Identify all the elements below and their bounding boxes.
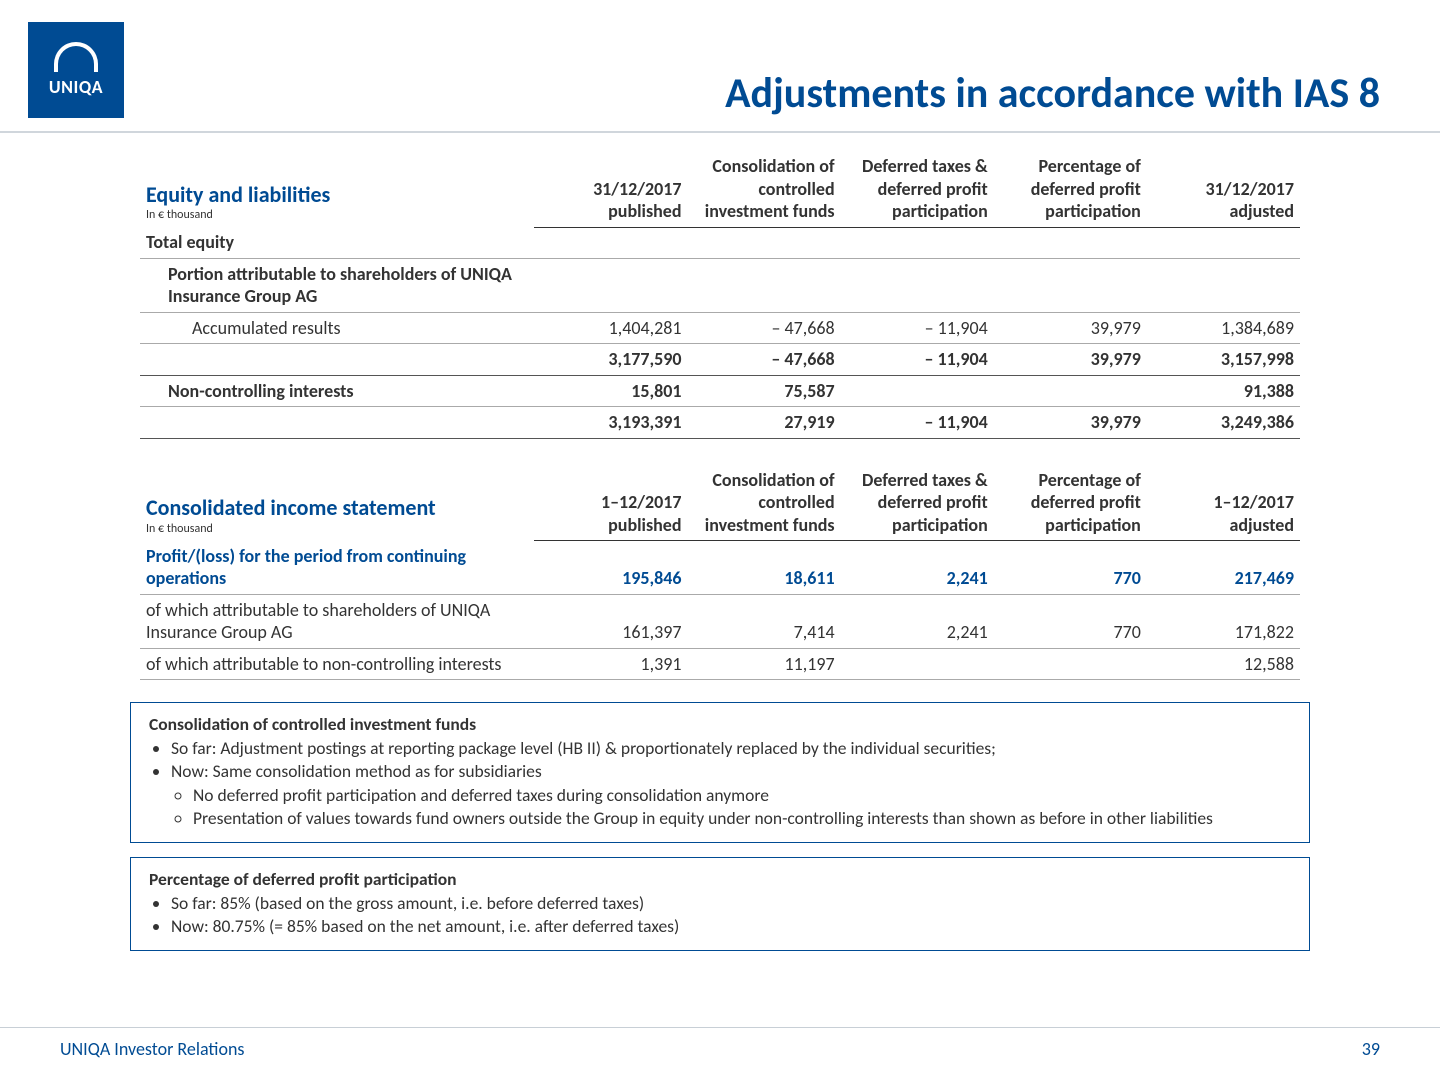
table2-header-1: Consolidation of controlled investment f… (688, 465, 841, 541)
table-row: 3,193,39127,919– 11,90439,9793,249,386 (140, 407, 1300, 439)
box1-list: So far: Adjustment postings at reporting… (149, 737, 1291, 829)
table2-header-0: 1–12/2017 published (534, 465, 687, 541)
table-row: Accumulated results1,404,281– 47,668– 11… (140, 312, 1300, 344)
table2-header-2: Deferred taxes & deferred profit partici… (841, 465, 994, 541)
row-value: 195,846 (534, 541, 687, 595)
page-title: Adjustments in accordance with IAS 8 (124, 68, 1380, 119)
row-label: Portion attributable to shareholders of … (140, 258, 534, 312)
table1-header-2: Deferred taxes & deferred profit partici… (841, 151, 994, 227)
row-value: – 11,904 (841, 312, 994, 344)
income-statement-table: Consolidated income statement In € thous… (140, 465, 1300, 681)
row-value: 770 (994, 594, 1147, 648)
table1-header-1: Consolidation of controlled investment f… (688, 151, 841, 227)
box2-item: So far: 85% (based on the gross amount, … (171, 892, 1291, 914)
row-value: – 11,904 (841, 344, 994, 376)
row-value (994, 227, 1147, 258)
row-value: 39,979 (994, 344, 1147, 376)
row-value (534, 227, 687, 258)
logo-ring-icon (54, 42, 98, 72)
row-label (140, 407, 534, 439)
row-value: 3,157,998 (1147, 344, 1300, 376)
box1-subitem: Presentation of values towards fund owne… (193, 807, 1291, 829)
row-label: Accumulated results (140, 312, 534, 344)
row-label: Non-controlling interests (140, 375, 534, 407)
table1-header-4: 31/12/2017 adjusted (1147, 151, 1300, 227)
row-value: 1,391 (534, 648, 687, 680)
logo-text: UNIQA (49, 76, 103, 98)
row-value (994, 375, 1147, 407)
row-value: – 47,668 (688, 344, 841, 376)
row-value: 39,979 (994, 312, 1147, 344)
row-label: of which attributable to shareholders of… (140, 594, 534, 648)
row-value: 12,588 (1147, 648, 1300, 680)
row-value: 2,241 (841, 541, 994, 595)
row-value (688, 258, 841, 312)
row-value (841, 375, 994, 407)
row-value (994, 648, 1147, 680)
table1-header-0: 31/12/2017 published (534, 151, 687, 227)
box2-item: Now: 80.75% (= 85% based on the net amou… (171, 915, 1291, 937)
row-value (841, 227, 994, 258)
info-box-consolidation: Consolidation of controlled investment f… (130, 702, 1310, 843)
row-value: 171,822 (1147, 594, 1300, 648)
row-value: 27,919 (688, 407, 841, 439)
table-row: of which attributable to non-controlling… (140, 648, 1300, 680)
row-value: 2,241 (841, 594, 994, 648)
row-value: 39,979 (994, 407, 1147, 439)
box2-title: Percentage of deferred profit participat… (149, 868, 1291, 890)
brand-logo: UNIQA (28, 22, 124, 118)
row-value: 3,193,391 (534, 407, 687, 439)
table-row: of which attributable to shareholders of… (140, 594, 1300, 648)
row-value: 217,469 (1147, 541, 1300, 595)
row-value (994, 258, 1147, 312)
row-value: 770 (994, 541, 1147, 595)
row-value (1147, 258, 1300, 312)
info-box-percentage: Percentage of deferred profit participat… (130, 857, 1310, 951)
box1-title: Consolidation of controlled investment f… (149, 713, 1291, 735)
row-value: 1,384,689 (1147, 312, 1300, 344)
table-row: Portion attributable to shareholders of … (140, 258, 1300, 312)
table-row: Total equity (140, 227, 1300, 258)
table2-title: Consolidated income statement In € thous… (140, 465, 534, 541)
table-row: 3,177,590– 47,668– 11,90439,9793,157,998 (140, 344, 1300, 376)
box2-list: So far: 85% (based on the gross amount, … (149, 892, 1291, 937)
row-value (688, 227, 841, 258)
box1-item: So far: Adjustment postings at reporting… (171, 737, 1291, 759)
footer-page-number: 39 (1362, 1038, 1380, 1060)
footer: UNIQA Investor Relations 39 (0, 1027, 1440, 1060)
row-value: – 47,668 (688, 312, 841, 344)
row-value (841, 258, 994, 312)
row-value: 11,197 (688, 648, 841, 680)
row-value: 1,404,281 (534, 312, 687, 344)
table-row: Profit/(loss) for the period from contin… (140, 541, 1300, 595)
table2-header-4: 1–12/2017 adjusted (1147, 465, 1300, 541)
table2-header-3: Percentage of deferred profit participat… (994, 465, 1147, 541)
row-value: 15,801 (534, 375, 687, 407)
row-value: 7,414 (688, 594, 841, 648)
row-label (140, 344, 534, 376)
main-content: Equity and liabilities In € thousand 31/… (0, 133, 1440, 680)
table-row: Non-controlling interests15,80175,587 91,… (140, 375, 1300, 407)
row-value: 18,611 (688, 541, 841, 595)
table1-title: Equity and liabilities In € thousand (140, 151, 534, 227)
table1-header-3: Percentage of deferred profit participat… (994, 151, 1147, 227)
row-value (534, 258, 687, 312)
row-label: Profit/(loss) for the period from contin… (140, 541, 534, 595)
row-value: 91,388 (1147, 375, 1300, 407)
row-value (1147, 227, 1300, 258)
box1-subitem: No deferred profit participation and def… (193, 784, 1291, 806)
row-value: 3,177,590 (534, 344, 687, 376)
equity-liabilities-table: Equity and liabilities In € thousand 31/… (140, 151, 1300, 439)
row-value (841, 648, 994, 680)
row-value: 161,397 (534, 594, 687, 648)
row-label: of which attributable to non-controlling… (140, 648, 534, 680)
header: UNIQA Adjustments in accordance with IAS… (0, 0, 1440, 119)
row-value: 75,587 (688, 375, 841, 407)
row-label: Total equity (140, 227, 534, 258)
box1-item: Now: Same consolidation method as for su… (171, 760, 1291, 829)
row-value: 3,249,386 (1147, 407, 1300, 439)
footer-left: UNIQA Investor Relations (60, 1038, 244, 1060)
row-value: – 11,904 (841, 407, 994, 439)
